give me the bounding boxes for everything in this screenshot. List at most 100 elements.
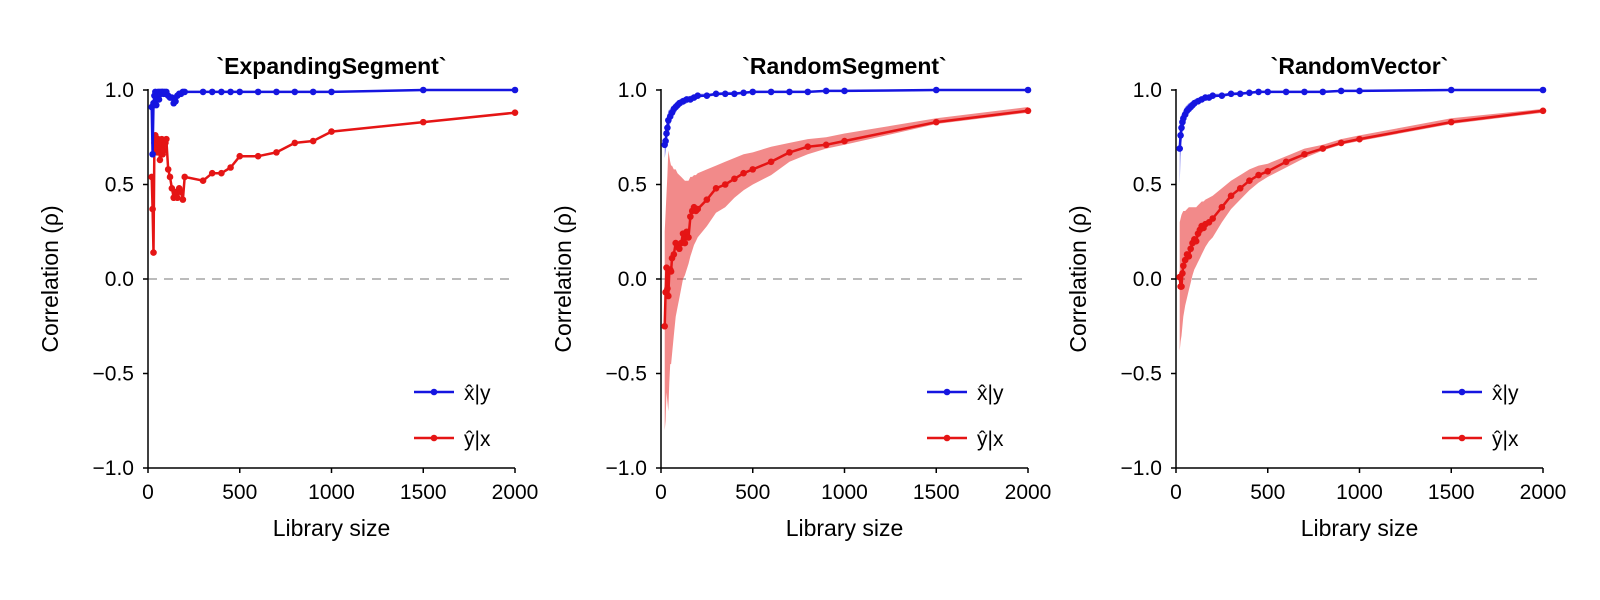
data-point [1024, 86, 1032, 94]
data-point [1264, 88, 1272, 96]
data-point [685, 234, 692, 241]
data-point [309, 137, 317, 145]
data-point [273, 88, 280, 96]
data-point [1218, 92, 1226, 99]
x-axis-label: Library size [1301, 515, 1419, 541]
data-point [712, 184, 720, 192]
x-tick-label: 0 [1170, 481, 1182, 504]
data-point [1319, 88, 1327, 96]
legend-label: ŷ|x [464, 428, 491, 451]
data-point [822, 141, 830, 149]
data-point [721, 181, 729, 188]
data-point [511, 109, 519, 116]
data-point [1187, 245, 1194, 253]
data-point [1282, 88, 1290, 96]
data-point [661, 322, 668, 330]
data-point [208, 169, 216, 177]
x-tick-label: 2000 [492, 481, 539, 504]
data-point [181, 173, 188, 181]
data-point [749, 88, 757, 96]
data-point [1539, 107, 1547, 115]
data-point [664, 124, 671, 132]
data-point [511, 86, 519, 94]
data-point [663, 130, 670, 137]
data-point [1356, 135, 1363, 143]
data-point [841, 137, 848, 145]
data-point [199, 177, 207, 185]
data-point [804, 88, 812, 96]
data-point [150, 249, 157, 256]
data-point [148, 173, 155, 181]
data-point [1337, 87, 1345, 95]
data-point [1177, 132, 1184, 139]
x-tick-label: 500 [222, 481, 257, 504]
series-y-given-x [661, 107, 1032, 431]
y-tick-label: 1.0 [105, 79, 134, 102]
y-tick-label: 0.5 [105, 174, 134, 197]
y-tick-label: −1.0 [1121, 457, 1162, 480]
chart-panel-1: `ExpandingSegment` −1.0 −0.5 0.0 0.5 1.0 0 500 1… [37, 53, 538, 541]
confidence-band [664, 90, 1028, 158]
data-point [662, 137, 669, 145]
y-tick-label: −0.5 [93, 363, 134, 386]
legend-swatch-marker [1458, 434, 1466, 442]
data-point [1178, 124, 1185, 132]
data-point [1255, 171, 1262, 179]
data-point [236, 88, 244, 96]
data-point [932, 86, 940, 94]
data-point [667, 268, 675, 275]
legend-swatch-marker [943, 434, 951, 442]
data-point [1180, 262, 1187, 270]
data-point [149, 205, 156, 213]
legend-swatch-marker [430, 388, 438, 396]
data-point [179, 196, 187, 203]
legend-label: x̂|y [464, 382, 491, 405]
data-point [676, 245, 683, 253]
data-point [1246, 89, 1253, 97]
data-point [786, 149, 793, 156]
data-point [1301, 150, 1308, 158]
data-point [712, 90, 720, 98]
data-point [681, 239, 689, 247]
x-tick-label: 500 [735, 481, 770, 504]
y-tick-label: 0.5 [1133, 174, 1162, 197]
data-point [721, 90, 729, 98]
x-tick-label: 1000 [308, 481, 355, 504]
data-point [1447, 86, 1455, 94]
data-point [1227, 192, 1235, 200]
y-axis-label: Correlation (ρ) [550, 205, 576, 352]
x-tick-label: 1500 [400, 481, 447, 504]
chart-panel-3: `RandomVector` −1.0 −0.5 0.0 0.5 1.0 0 500 1000 1… [1065, 53, 1566, 541]
data-point [932, 118, 940, 126]
data-point [152, 101, 160, 109]
data-point [665, 292, 672, 300]
data-point [177, 188, 185, 196]
x-tick-label: 0 [655, 481, 667, 504]
data-point [822, 87, 830, 95]
data-point [694, 205, 701, 213]
data-point [1218, 203, 1226, 211]
data-point [786, 88, 793, 96]
data-point [163, 135, 170, 143]
x-tick-label: 1500 [1428, 481, 1475, 504]
data-point [273, 149, 280, 156]
data-point [1236, 90, 1244, 98]
data-point [218, 88, 225, 96]
data-point [1301, 88, 1308, 96]
y-axis-label: Correlation (ρ) [1065, 205, 1091, 352]
data-point [328, 128, 335, 135]
y-tick-label: 0.0 [105, 268, 134, 291]
y-tick-label: 0.0 [618, 268, 647, 291]
data-point [227, 88, 234, 96]
data-point [1178, 283, 1185, 290]
data-point [767, 88, 775, 96]
y-tick-label: −0.5 [606, 363, 647, 386]
data-point [683, 228, 690, 236]
legend-label: ŷ|x [1492, 428, 1519, 451]
data-point [218, 169, 225, 177]
chart-title: `RandomSegment` [742, 53, 946, 79]
y-tick-label: −0.5 [1121, 363, 1162, 386]
data-point [1337, 139, 1345, 147]
x-tick-label: 500 [1250, 481, 1285, 504]
